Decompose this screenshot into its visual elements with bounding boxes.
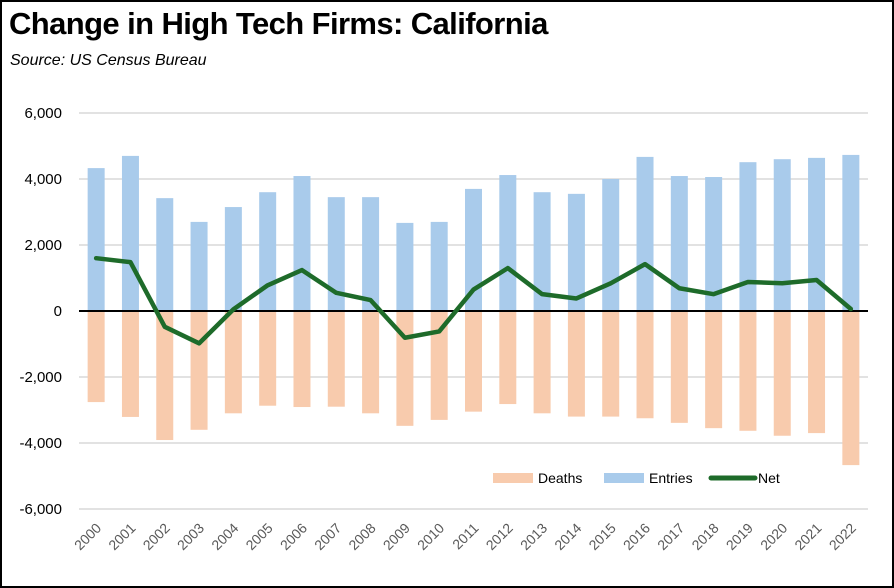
x-tick-label: 2020 xyxy=(757,520,790,553)
x-tick-label: 2017 xyxy=(654,520,687,553)
bar-deaths-2012 xyxy=(499,311,517,405)
x-tick-label: 2001 xyxy=(105,520,138,553)
x-tick-label: 2013 xyxy=(517,520,550,553)
y-axis: 6,000 4,000 2,000 0 -2,000 -4,000 -6,000 xyxy=(19,105,62,518)
bar-entries-2007 xyxy=(327,197,345,311)
bar-deaths-2001 xyxy=(121,311,139,417)
legend: Deaths Entries Net xyxy=(493,470,780,486)
bar-deaths-2019 xyxy=(739,311,757,431)
x-tick-label: 2000 xyxy=(71,520,104,553)
bar-entries-2016 xyxy=(636,156,654,311)
x-tick-label: 2002 xyxy=(140,520,173,553)
bar-deaths-2005 xyxy=(259,311,277,406)
bar-deaths-2016 xyxy=(636,311,654,419)
bar-entries-2005 xyxy=(259,192,277,311)
x-tick-label: 2007 xyxy=(311,520,344,553)
bar-entries-2011 xyxy=(465,188,482,311)
x-tick-label: 2014 xyxy=(551,520,584,553)
bar-entries-2002 xyxy=(156,198,174,311)
y-tick-label: 2,000 xyxy=(24,237,62,254)
x-tick-label: 2012 xyxy=(483,520,516,553)
bar-deaths-2015 xyxy=(602,311,620,417)
bar-entries-2018 xyxy=(705,177,723,311)
legend-label: Net xyxy=(758,470,780,486)
bar-deaths-2013 xyxy=(533,311,551,414)
x-tick-label: 2022 xyxy=(826,520,859,553)
bar-entries-2014 xyxy=(567,193,585,311)
x-axis: 2000 2001 2002 2003 2004 2005 2006 2007 2008 2009… xyxy=(71,520,859,553)
bar-entries-2020 xyxy=(773,159,791,311)
legend-item-entries: Entries xyxy=(604,470,693,486)
x-tick-label: 2008 xyxy=(345,520,378,553)
y-tick-label: 4,000 xyxy=(24,171,62,188)
legend-item-net: Net xyxy=(708,470,780,486)
x-tick-label: 2010 xyxy=(414,520,447,553)
legend-label: Entries xyxy=(649,470,693,486)
bar-entries-2001 xyxy=(121,155,139,311)
x-tick-label: 2015 xyxy=(585,520,618,553)
bar-deaths-2020 xyxy=(773,311,791,436)
legend-item-deaths: Deaths xyxy=(493,470,582,486)
bar-deaths-2006 xyxy=(293,311,311,408)
legend-swatch xyxy=(604,473,644,483)
bars xyxy=(87,154,860,466)
x-tick-label: 2016 xyxy=(620,520,653,553)
chart-title: Change in High Tech Firms: California xyxy=(9,6,548,41)
bar-deaths-2022 xyxy=(842,311,860,466)
x-tick-label: 2003 xyxy=(174,520,207,553)
legend-label: Deaths xyxy=(538,470,582,486)
bar-entries-2006 xyxy=(293,176,311,311)
bar-deaths-2011 xyxy=(465,311,482,412)
x-tick-label: 2021 xyxy=(791,520,824,553)
bar-deaths-2014 xyxy=(567,311,585,417)
bar-deaths-2017 xyxy=(670,311,688,423)
gridlines xyxy=(79,112,868,510)
x-tick-label: 2004 xyxy=(208,520,241,553)
y-tick-label: -6,000 xyxy=(19,501,62,518)
bar-entries-2021 xyxy=(808,157,826,311)
x-tick-label: 2005 xyxy=(242,520,275,553)
bar-deaths-2007 xyxy=(327,311,345,407)
y-tick-label: 6,000 xyxy=(24,105,62,122)
bar-entries-2000 xyxy=(87,168,105,311)
bar-entries-2019 xyxy=(739,162,757,311)
x-tick-label: 2018 xyxy=(688,520,721,553)
bar-entries-2012 xyxy=(499,175,517,311)
y-tick-label: -4,000 xyxy=(19,435,62,452)
bar-entries-2009 xyxy=(396,222,414,311)
bar-deaths-2003 xyxy=(190,311,208,430)
net-line-series xyxy=(93,255,854,346)
bar-deaths-2009 xyxy=(396,311,414,426)
chart-subtitle: Source: US Census Bureau xyxy=(10,52,207,69)
x-tick-label: 2019 xyxy=(723,520,756,553)
legend-swatch xyxy=(493,473,533,483)
bar-deaths-2021 xyxy=(808,311,826,434)
bar-entries-2008 xyxy=(362,197,380,311)
bar-entries-2004 xyxy=(224,207,242,311)
bar-deaths-2010 xyxy=(430,311,448,420)
x-tick-label: 2011 xyxy=(449,520,482,553)
bar-entries-2017 xyxy=(670,176,688,311)
bar-entries-2003 xyxy=(190,221,208,311)
bar-entries-2015 xyxy=(602,179,620,311)
bar-entries-2013 xyxy=(533,192,551,311)
bar-deaths-2008 xyxy=(362,311,380,414)
y-tick-label: 0 xyxy=(54,303,62,320)
y-tick-label: -2,000 xyxy=(19,369,62,386)
bar-entries-2022 xyxy=(842,154,860,311)
x-tick-label: 2006 xyxy=(277,520,310,553)
bar-deaths-2002 xyxy=(156,311,174,441)
bar-deaths-2000 xyxy=(87,311,105,403)
bar-deaths-2018 xyxy=(705,311,723,429)
x-tick-label: 2009 xyxy=(380,520,413,553)
bar-deaths-2004 xyxy=(224,311,242,414)
bar-entries-2010 xyxy=(430,221,448,311)
